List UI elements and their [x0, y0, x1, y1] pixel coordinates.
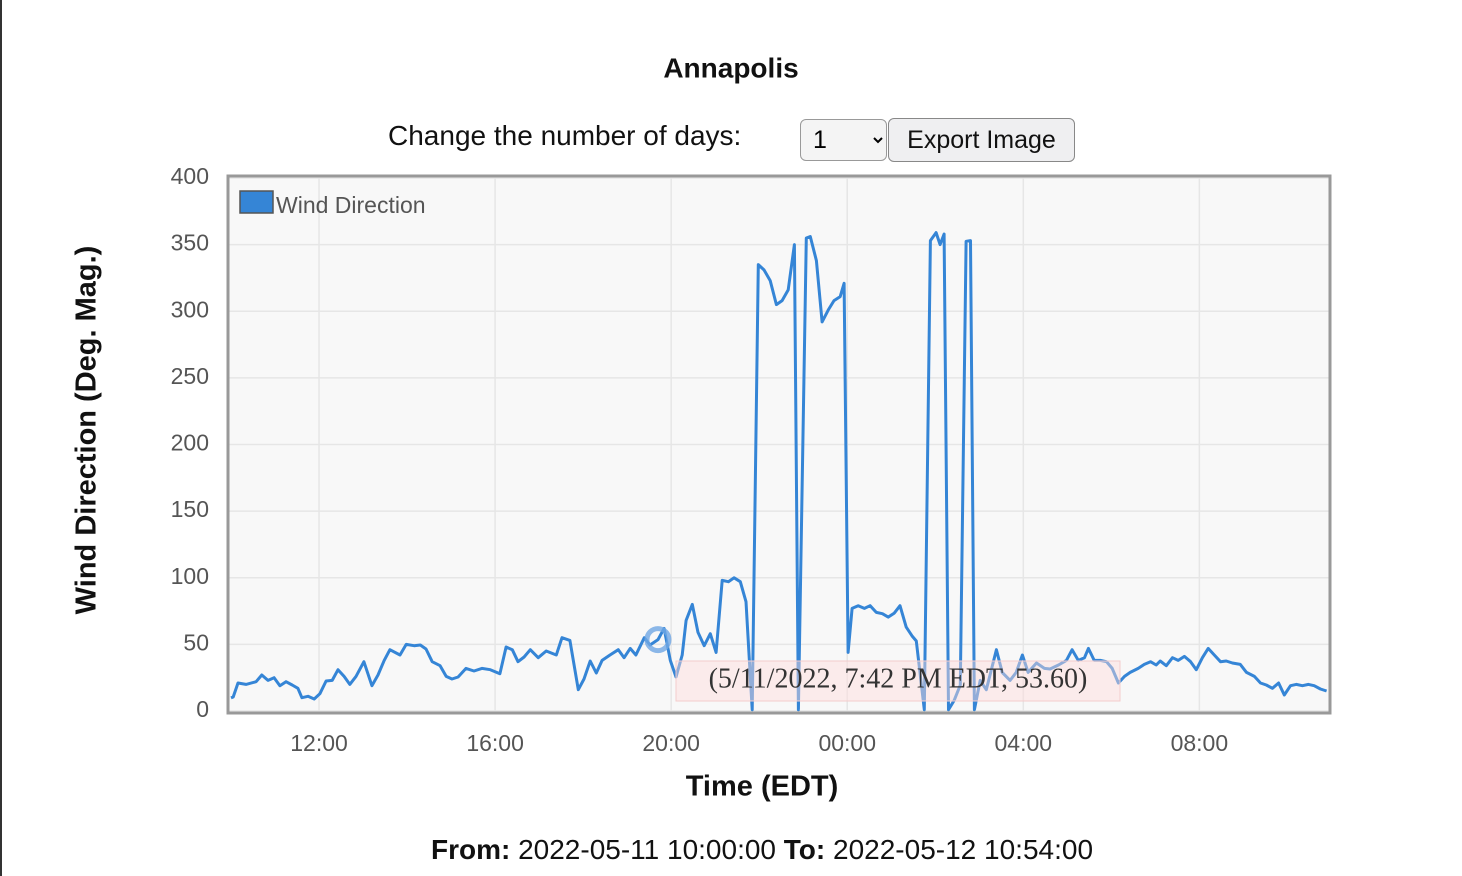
- tooltip-text: (5/11/2022, 7:42 PM EDT, 53.60): [709, 663, 1088, 694]
- from-label: From:: [430, 834, 511, 865]
- page-title: Annapolis: [663, 52, 798, 83]
- days-label: Change the number of days:: [388, 120, 742, 151]
- plot-frame: [226, 174, 1332, 715]
- footer: From: 2022-05-11 10:00:00 To: 2022-05-12…: [0, 834, 1462, 866]
- x-tick-label: 04:00: [995, 730, 1053, 756]
- y-tick-label: 350: [171, 230, 209, 256]
- days-select[interactable]: 1: [800, 119, 887, 161]
- legend-label: Wind Direction: [276, 192, 426, 218]
- from-date: 2022-05-11 10:00:00: [518, 834, 776, 865]
- x-tick-label: 00:00: [818, 730, 876, 756]
- y-tick-label: 250: [171, 363, 209, 389]
- y-tick-label: 400: [171, 163, 209, 189]
- highlight-point: [644, 626, 672, 654]
- y-tick-label: 50: [183, 629, 209, 655]
- data-line: [230, 231, 1328, 712]
- to-date: 2022-05-12 10:54:00: [833, 834, 1094, 865]
- y-tick-label: 100: [171, 563, 209, 589]
- export-button[interactable]: Export Image: [888, 118, 1075, 162]
- x-tick-label: 08:00: [1171, 730, 1229, 756]
- x-tick-label: 12:00: [290, 730, 348, 756]
- y-axis-title: Wind Direction (Deg. Mag.): [71, 246, 103, 615]
- y-tick-label: 0: [196, 696, 209, 722]
- legend-swatch: [239, 190, 274, 214]
- grid: [228, 176, 1330, 713]
- to-label: To:: [783, 834, 826, 865]
- x-tick-label: 16:00: [466, 730, 524, 756]
- tooltip-box: [675, 660, 1121, 702]
- y-tick-label: 150: [171, 496, 209, 522]
- x-axis-title: Time (EDT): [686, 771, 839, 803]
- y-tick-label: 300: [171, 296, 209, 322]
- y-tick-label: 200: [171, 430, 209, 456]
- x-tick-label: 20:00: [642, 730, 700, 756]
- line-layer: [230, 231, 1328, 712]
